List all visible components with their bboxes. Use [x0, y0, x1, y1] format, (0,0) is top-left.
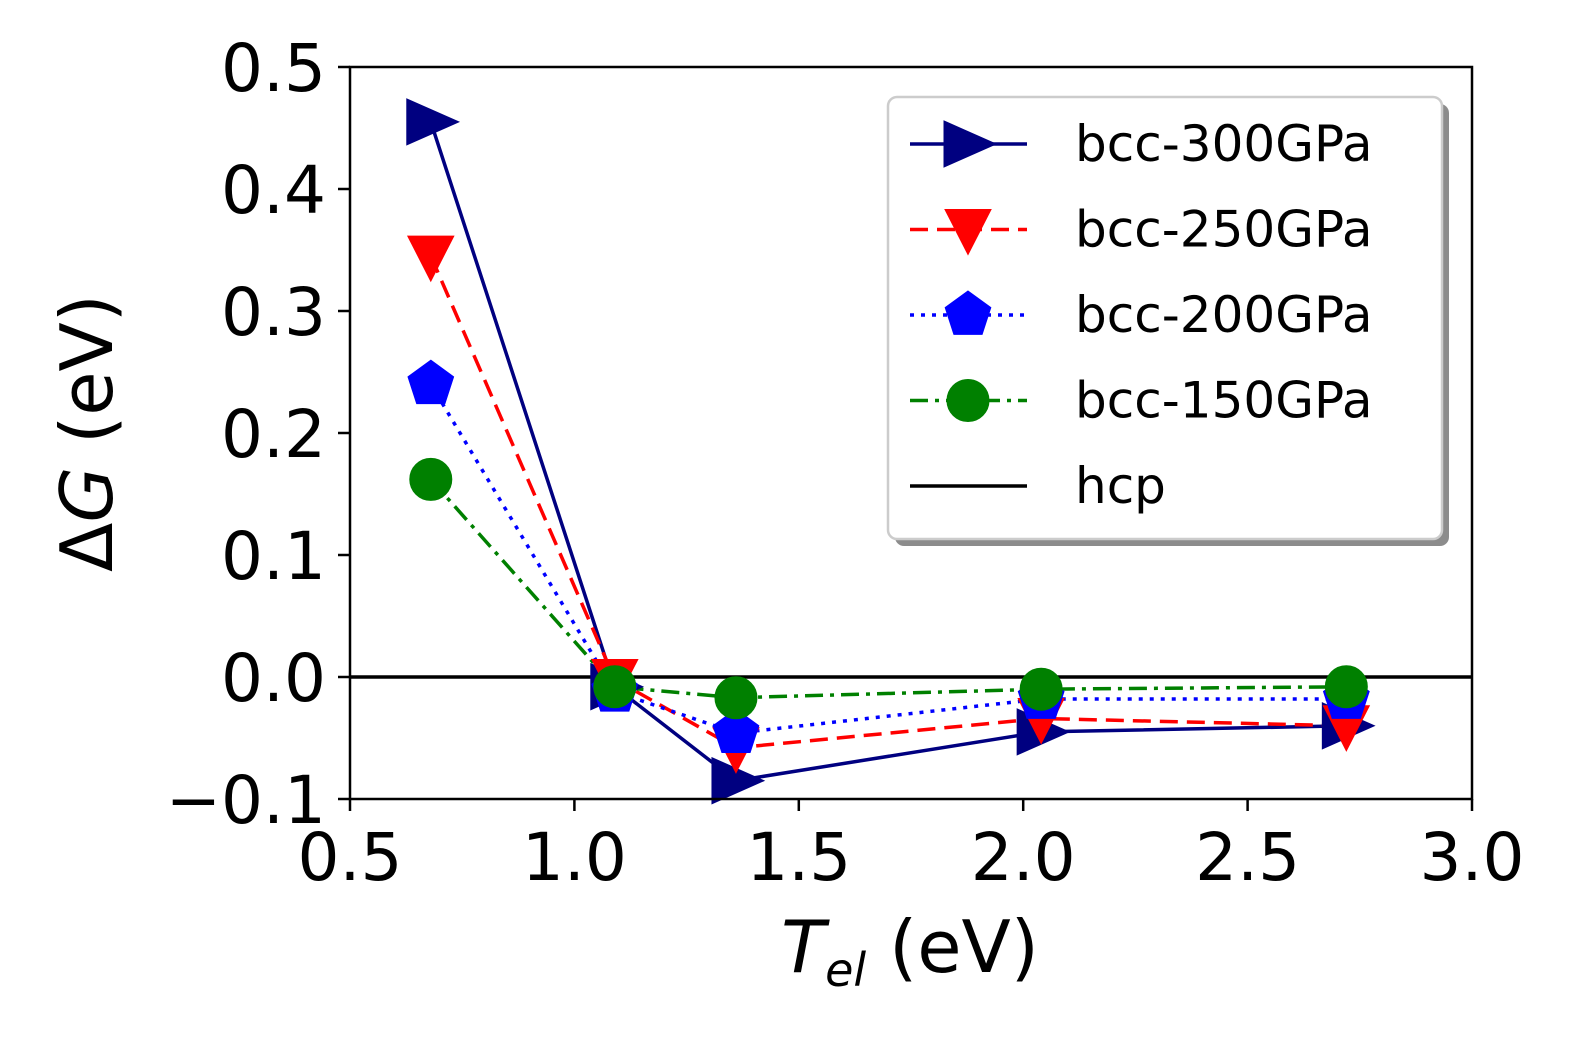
y-tick-label: 0.2 [221, 396, 326, 473]
y-tick-label: 0.4 [221, 152, 326, 229]
data-point-bcc-150GPa-4 [1324, 665, 1368, 709]
y-axis-label: ΔG (eV) [45, 294, 129, 572]
data-point-bcc-250GPa-0 [406, 235, 455, 283]
axis-ticks: 0.5 1.0 1.5 2.0 2.5 3.0 −0.1 0.0 0.1 0.2 0.3 0.4 0.5 [166, 30, 1525, 896]
y-axis-label-unit: (eV) [45, 294, 129, 467]
data-point-bcc-200GPa-0 [407, 359, 455, 405]
legend-box [886, 95, 1444, 541]
plot-series-layer [350, 98, 1472, 805]
data-point-bcc-150GPa-0 [409, 457, 453, 501]
y-axis-label-var: G [45, 467, 129, 523]
data-point-bcc-150GPa-1 [593, 665, 637, 709]
x-axis-label: Tel (eV) [781, 905, 1039, 997]
legend-items: bcc-300GPa bcc-250GPa bcc-200GPa bcc-150GPa… [910, 115, 1373, 515]
data-point-bcc-200GPa-2 [712, 708, 760, 753]
legend-label-bcc-300GPa: bcc-300GPa [1075, 115, 1373, 173]
y-tick-label: 0.5 [221, 30, 326, 107]
legend: bcc-300GPa bcc-250GPa bcc-200GPa bcc-150GPa… [886, 95, 1449, 546]
legend-label-bcc-200GPa: bcc-200GPa [1075, 286, 1373, 344]
y-tick-label: 0.1 [221, 518, 326, 595]
y-axis-label-prefix: Δ [45, 523, 129, 572]
x-axis-label-var: T [781, 905, 830, 989]
data-point-bcc-150GPa-2 [714, 676, 758, 720]
x-tick-label: 2.0 [971, 819, 1076, 896]
legend-marker-bcc-200GPa [944, 290, 992, 335]
y-tick-label: 0.0 [221, 640, 326, 717]
data-point-bcc-300GPa-0 [406, 98, 461, 146]
x-axis-label-subscript: el [825, 943, 866, 997]
x-tick-label: 1.5 [746, 819, 851, 896]
y-tick-label: 0.3 [221, 274, 326, 351]
legend-label-bcc-250GPa: bcc-250GPa [1075, 201, 1373, 259]
x-tick-label: 3.0 [1420, 819, 1525, 896]
x-tick-label: 0.5 [298, 819, 403, 896]
legend-marker-bcc-250GPa [944, 209, 992, 256]
x-tick-label: 2.5 [1195, 819, 1300, 896]
y-tick-label: −0.1 [166, 762, 326, 839]
legend-label-hcp: hcp [1075, 457, 1166, 515]
data-point-bcc-150GPa-3 [1019, 667, 1063, 711]
x-axis-label-unit: (eV) [866, 905, 1039, 989]
legend-marker-bcc-150GPa [946, 379, 990, 422]
legend-marker-bcc-300GPa [943, 120, 998, 168]
x-tick-label: 1.0 [522, 819, 627, 896]
legend-label-bcc-150GPa: bcc-150GPa [1075, 372, 1373, 430]
